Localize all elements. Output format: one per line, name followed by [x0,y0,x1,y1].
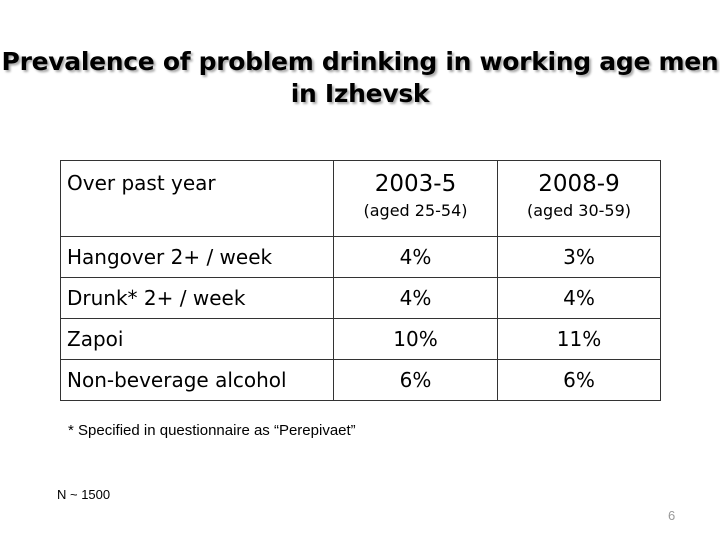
header-label: Over past year [67,171,216,195]
header-cell: Over past year [60,160,334,237]
footnote: * Specified in questionnaire as “Perepiv… [68,422,356,439]
table-cell: 4% [333,236,498,278]
header-cell: 2008-9 (aged 30-59) [497,160,661,237]
row-label: Drunk* 2+ / week [60,277,334,319]
page-number: 6 [668,508,676,523]
table-row: Drunk* 2+ / week 4% 4% [60,277,661,319]
data-table: Over past year 2003-5 (aged 25-54) 2008-9… [60,160,661,401]
table-cell: 10% [333,318,498,360]
header-sub: (aged 30-59) [526,201,632,220]
table-row: Zapoi 10% 11% [60,318,661,360]
table-cell: 6% [333,359,498,401]
table-cell: 6% [497,359,661,401]
table-cell: 11% [497,318,661,360]
slide-title: Prevalence of problem drinking in workin… [1,47,719,108]
table-cell: 4% [497,277,661,319]
row-label: Hangover 2+ / week [60,236,334,278]
sample-note: N ~ 1500 [57,487,111,502]
header-sub: (aged 25-54) [363,201,468,220]
header-row: Over past year 2003-5 (aged 25-54) 2008-9… [60,160,661,237]
header-label: 2008-9 [538,171,620,197]
row-label: Non-beverage alcohol [60,359,334,401]
header-label: 2003-5 [374,171,457,197]
table-row: Hangover 2+ / week 4% 3% [60,236,661,278]
table-cell: 4% [333,277,498,319]
row-label: Zapoi [60,318,334,360]
table-row: Non-beverage alcohol 6% 6% [60,359,661,401]
table-cell: 3% [497,236,661,278]
header-cell: 2003-5 (aged 25-54) [333,160,498,237]
